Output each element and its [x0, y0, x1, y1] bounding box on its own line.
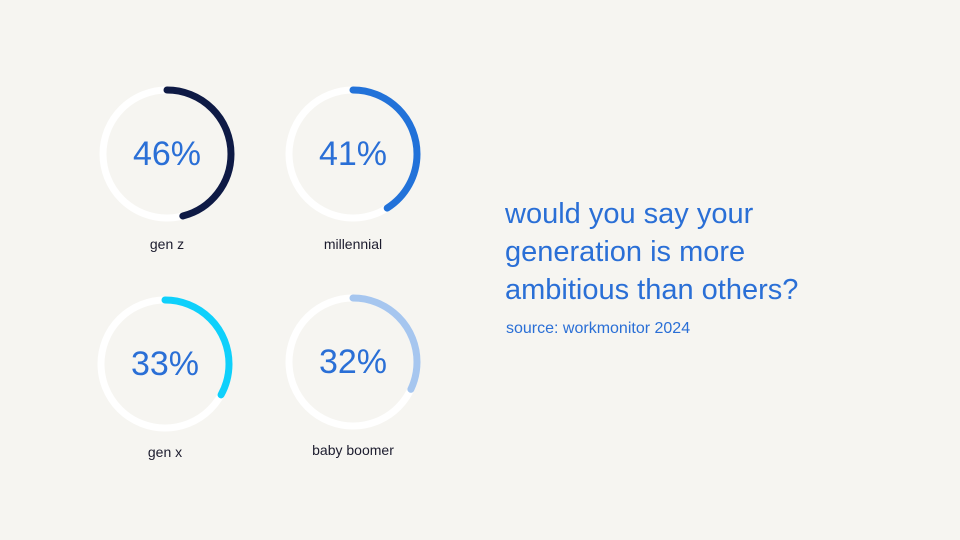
value-label-millennial: 41% [318, 135, 388, 173]
donut-ring-gen-z [99, 86, 235, 222]
question-line: generation is more [505, 236, 746, 268]
question-line: would you say your [505, 198, 754, 230]
donut-arc-gen-z [99, 86, 235, 222]
value-label-baby-boomer: 32% [318, 343, 388, 381]
donut-ring-millennial [285, 86, 421, 222]
category-label-baby-boomer: baby boomer [312, 442, 394, 458]
donut-gen-z: 46% gen z [92, 79, 242, 259]
category-label-gen-z: gen z [149, 236, 185, 252]
donut-gen-x: 33% gen x [90, 289, 240, 469]
donut-arc-millennial [285, 86, 421, 222]
survey-question: would you say your generation is more am… [505, 195, 925, 309]
category-label-millennial: millennial [323, 236, 383, 252]
donut-millennial: 41% millennial [278, 79, 428, 259]
value-label-gen-x: 33% [130, 345, 200, 383]
source-note: source: workmonitor 2024 [506, 320, 691, 337]
donut-ring-baby-boomer [285, 294, 421, 430]
category-label-gen-x: gen x [147, 444, 183, 460]
value-label-gen-z: 46% [132, 135, 202, 173]
donut-ring-gen-x [97, 296, 233, 432]
donut-baby-boomer: 32% baby boomer [278, 287, 428, 467]
donut-arc-baby-boomer [285, 294, 421, 430]
donut-arc-gen-x [97, 296, 233, 432]
question-line: ambitious than others? [505, 274, 799, 306]
